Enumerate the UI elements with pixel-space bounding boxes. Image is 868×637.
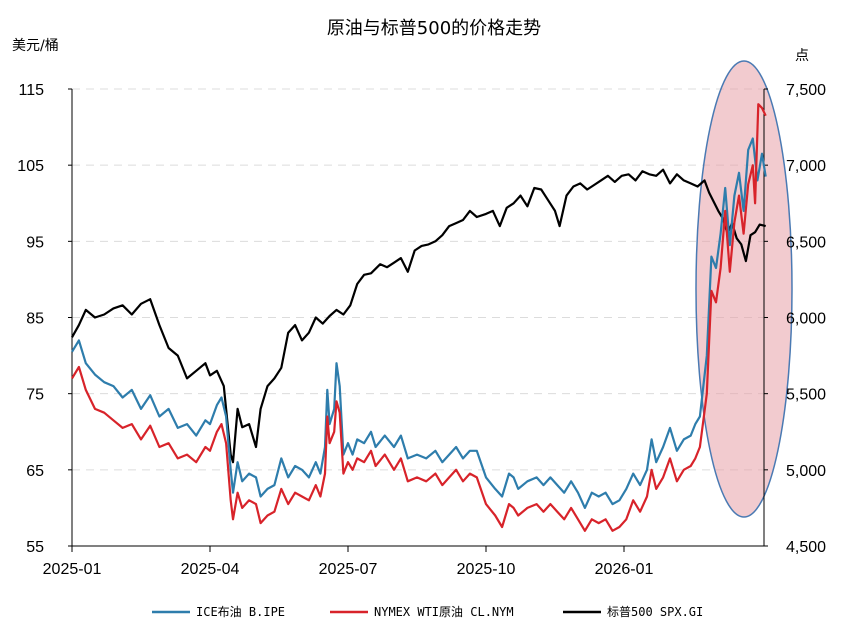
series-line — [71, 137, 767, 509]
x-tick-label: 2025-10 — [457, 561, 516, 578]
right-axis-unit: 点 — [795, 48, 809, 64]
left-tick-label: 95 — [26, 234, 44, 251]
left-tick-label: 55 — [26, 539, 44, 556]
left-axis-ticks: 115 105 95 85 75 65 55 — [17, 82, 72, 556]
series-lines — [71, 103, 767, 532]
series-line — [71, 103, 767, 532]
left-tick-label: 105 — [17, 158, 44, 175]
right-tick-label: 6,000 — [786, 311, 826, 328]
x-tick-label: 2025-04 — [181, 561, 240, 578]
gridlines — [72, 88, 764, 471]
x-axis-ticks: 2025-01 2025-04 2025-07 2025-10 2026-01 — [43, 546, 654, 578]
x-tick-label: 2025-07 — [319, 561, 378, 578]
right-tick-label: 5,500 — [786, 387, 826, 404]
highlight-ellipse — [695, 60, 793, 518]
left-axis-unit: 美元/桶 — [12, 38, 59, 54]
left-tick-label: 115 — [18, 82, 44, 99]
right-axis-ticks: 7,500 7,000 6,500 6,000 5,500 5,000 4,500 — [764, 82, 826, 556]
right-tick-label: 6,500 — [786, 234, 826, 251]
right-tick-label: 7,500 — [786, 82, 826, 99]
left-tick-label: 85 — [26, 311, 44, 328]
legend: ICE布油 B.IPE NYMEX WTI原油 CL.NYM 标普500 SPX.G… — [152, 605, 703, 619]
x-tick-label: 2026-01 — [595, 561, 654, 578]
chart-title: 原油与标普500的价格走势 — [327, 18, 541, 39]
left-tick-label: 65 — [26, 463, 44, 480]
left-tick-label: 75 — [26, 387, 44, 404]
legend-label: ICE布油 B.IPE — [196, 605, 285, 619]
right-tick-label: 7,000 — [786, 158, 826, 175]
x-tick-label: 2025-01 — [43, 561, 102, 578]
right-tick-label: 4,500 — [786, 539, 826, 556]
legend-label: 标普500 SPX.GI — [607, 605, 703, 619]
right-tick-label: 5,000 — [786, 463, 826, 480]
legend-label: NYMEX WTI原油 CL.NYM — [374, 605, 514, 619]
series-line — [71, 168, 766, 464]
